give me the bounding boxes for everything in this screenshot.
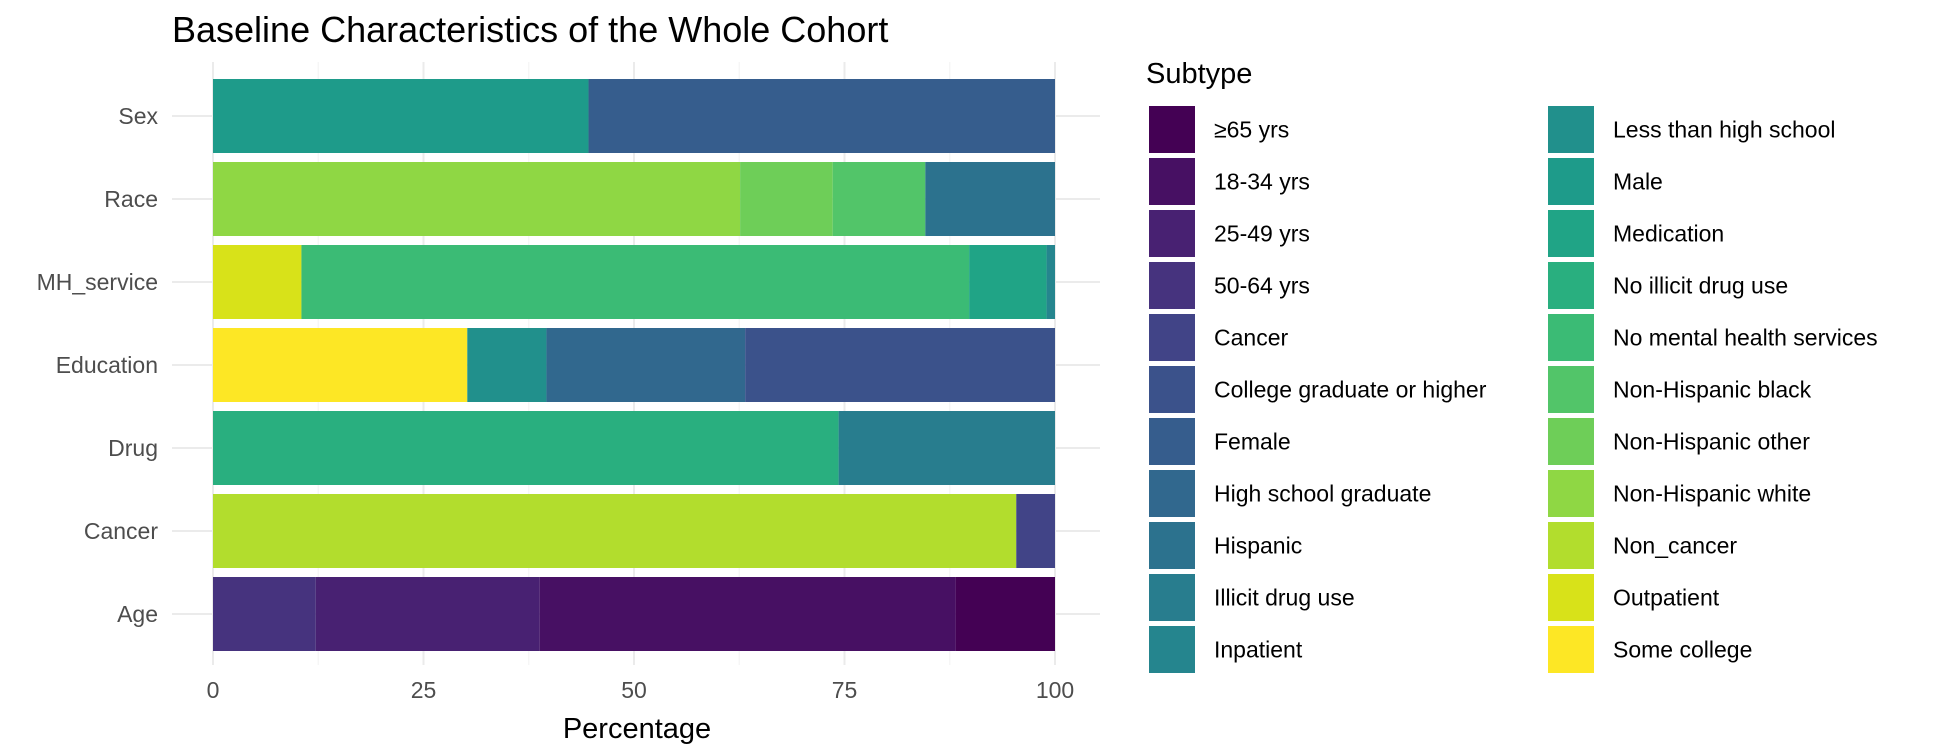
bar-segment-age: [539, 577, 956, 651]
legend-label: 50-64 yrs: [1214, 273, 1310, 299]
bar-segment-mh-service: [301, 245, 970, 319]
legend-key: [1548, 314, 1594, 361]
bar-segment-age: [315, 577, 540, 651]
legend-label: High school graduate: [1214, 481, 1431, 507]
x-tick-label: 100: [1036, 677, 1074, 703]
legend-key: [1149, 522, 1195, 569]
legend-label: Non-Hispanic other: [1613, 429, 1810, 455]
bar-segment-sex: [588, 79, 1055, 153]
legend-title: Subtype: [1146, 58, 1252, 90]
legend-key: [1149, 314, 1195, 361]
legend-key: [1548, 210, 1594, 257]
legend-key: [1149, 366, 1195, 413]
x-axis-title: Percentage: [563, 713, 711, 745]
legend-key: [1149, 158, 1195, 205]
bar-segment-drug: [838, 411, 1055, 485]
legend-key: [1149, 106, 1195, 153]
legend-key: [1548, 366, 1594, 413]
legend-label: Non-Hispanic black: [1613, 377, 1812, 403]
legend-key: [1548, 106, 1594, 153]
bar-segment-education: [467, 328, 547, 402]
bar-segment-mh-service: [213, 245, 302, 319]
y-category-label: MH_service: [37, 269, 158, 295]
bar-segment-age: [213, 577, 316, 651]
bar-segment-education: [213, 328, 468, 402]
bar-segment-mh-service: [969, 245, 1047, 319]
legend-label: Cancer: [1214, 325, 1288, 351]
x-tick-label: 25: [411, 677, 437, 703]
legend-label: Some college: [1613, 637, 1752, 663]
bars: [213, 79, 1055, 651]
legend-label: ≥65 yrs: [1214, 117, 1289, 143]
y-category-label: Sex: [118, 103, 158, 129]
legend-key: [1149, 418, 1195, 465]
bar-segment-education: [745, 328, 1055, 402]
bar-segment-education: [546, 328, 746, 402]
y-axis-category-labels: Sex Race MH_service Education Drug Cancer Age: [37, 103, 159, 627]
legend-label: Non-Hispanic white: [1613, 481, 1811, 507]
legend-key: [1548, 418, 1594, 465]
legend-label: Hispanic: [1214, 533, 1302, 559]
legend-label: Non_cancer: [1613, 533, 1737, 559]
legend-label: Female: [1214, 429, 1291, 455]
y-category-label: Age: [117, 601, 158, 627]
bar-segment-sex: [213, 79, 589, 153]
legend-label: No illicit drug use: [1613, 273, 1788, 299]
legend-label: Male: [1613, 169, 1663, 195]
bar-segment-race: [925, 162, 1055, 236]
legend-key: [1149, 574, 1195, 621]
legend-key: [1548, 470, 1594, 517]
legend-label: Outpatient: [1613, 585, 1720, 611]
legend-label: Medication: [1613, 221, 1724, 247]
legend-key: [1149, 210, 1195, 257]
legend-key: [1149, 626, 1195, 673]
bar-segment-race: [740, 162, 833, 236]
y-category-label: Education: [56, 352, 158, 378]
y-category-label: Race: [104, 186, 158, 212]
x-axis-tick-labels: 0 25 50 75 100: [207, 677, 1075, 703]
bar-segment-cancer: [213, 494, 1017, 568]
legend-label: Less than high school: [1613, 117, 1836, 143]
legend-label: Inpatient: [1214, 637, 1303, 663]
legend-key: [1149, 262, 1195, 309]
legend-key: [1548, 262, 1594, 309]
x-tick-label: 0: [207, 677, 220, 703]
legend-key: [1548, 158, 1594, 205]
y-category-label: Drug: [108, 435, 158, 461]
legend-key: [1149, 470, 1195, 517]
legend: ≥65 yrs 18-34 yrs 25-49 yrs 50-64 yrs Cancer…: [1149, 106, 1878, 673]
x-tick-label: 75: [832, 677, 858, 703]
chart-title: Baseline Characteristics of the Whole Co…: [172, 9, 888, 50]
bar-segment-mh-service: [1046, 245, 1055, 319]
legend-label: 25-49 yrs: [1214, 221, 1310, 247]
bar-segment-cancer: [1016, 494, 1055, 568]
y-category-label: Cancer: [84, 518, 158, 544]
legend-label: College graduate or higher: [1214, 377, 1487, 403]
legend-label: 18-34 yrs: [1214, 169, 1310, 195]
bar-segment-age: [955, 577, 1055, 651]
bar-segment-drug: [213, 411, 839, 485]
legend-label: No mental health services: [1613, 325, 1878, 351]
x-tick-label: 50: [621, 677, 647, 703]
legend-key: [1548, 574, 1594, 621]
bar-segment-race: [213, 162, 741, 236]
legend-key: [1548, 626, 1594, 673]
legend-key: [1548, 522, 1594, 569]
legend-label: Illicit drug use: [1214, 585, 1355, 611]
bar-segment-race: [832, 162, 926, 236]
